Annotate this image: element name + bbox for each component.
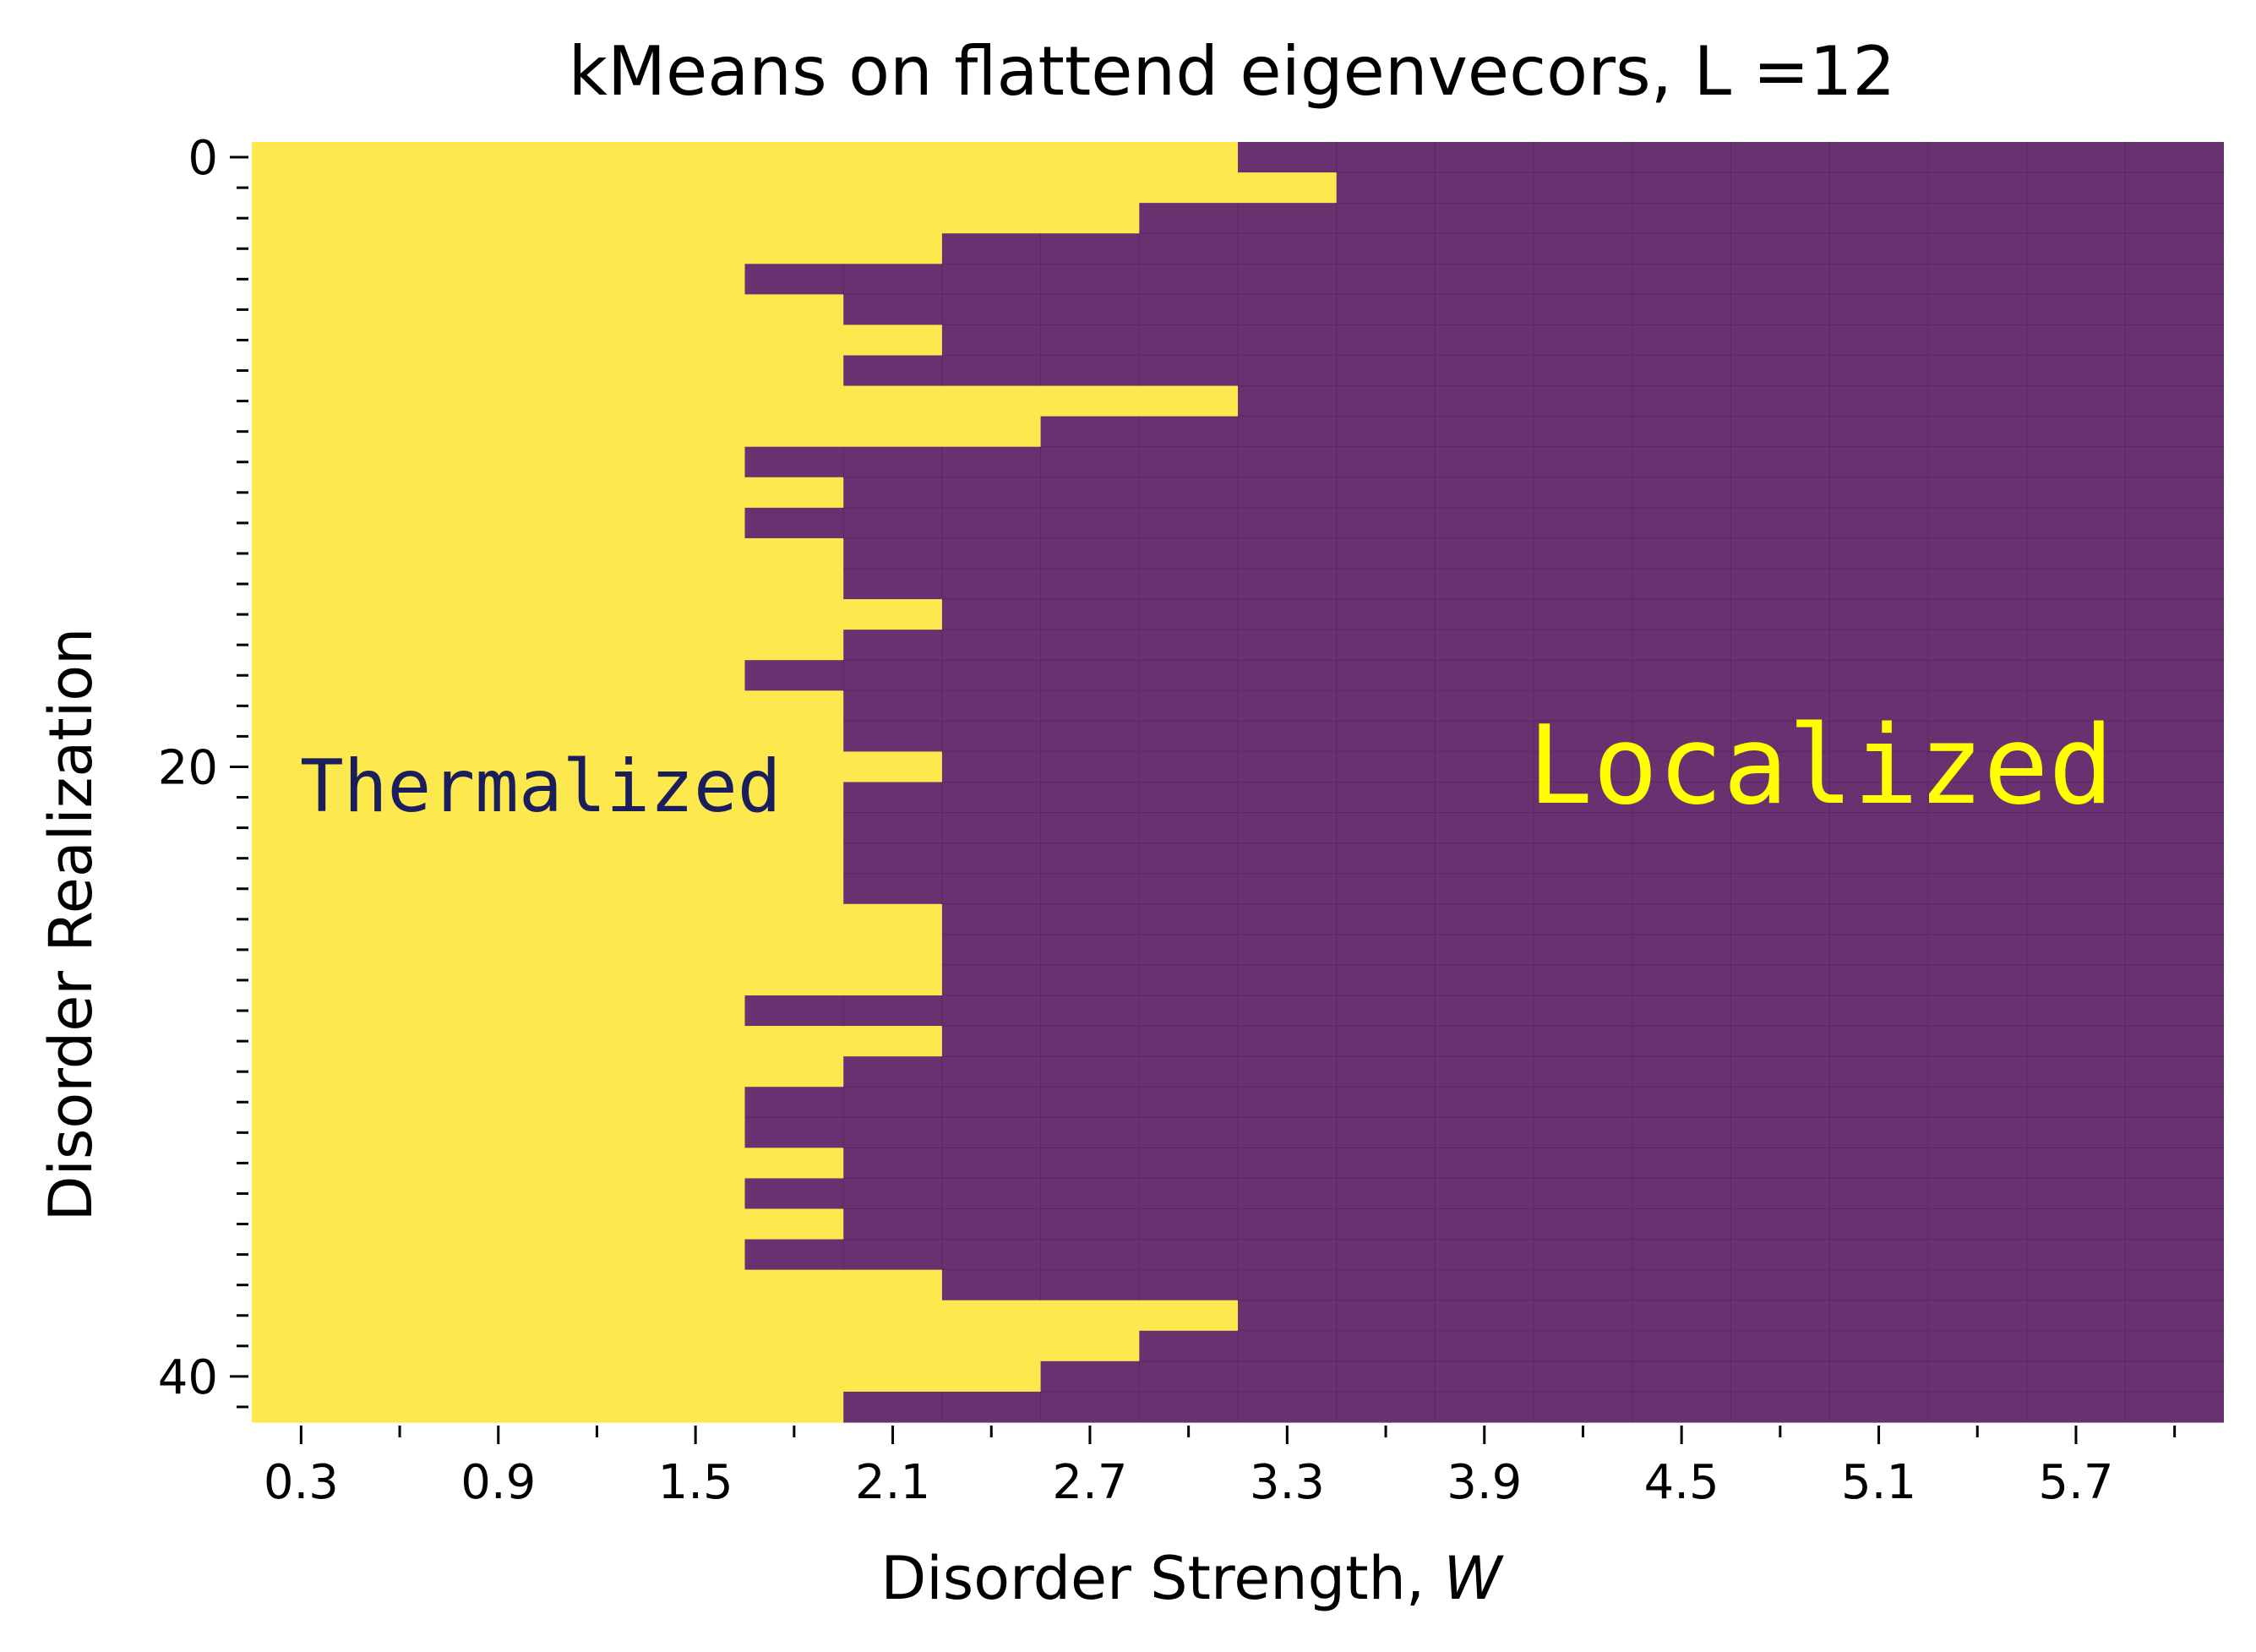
cell-row-12-thermalized	[252, 507, 745, 539]
cell-row-3-localized	[941, 233, 2224, 264]
cell-row-16-thermalized	[252, 630, 844, 661]
cell-row-36-thermalized	[252, 1239, 745, 1271]
cell-row-6-localized	[941, 324, 2224, 357]
cell-row-37-thermalized	[252, 1269, 942, 1301]
cell-row-33-thermalized	[252, 1148, 844, 1180]
x-tick-label: 4.5	[1644, 1455, 1719, 1510]
cell-row-6-thermalized	[252, 324, 942, 357]
x-axis-label: Disorder Strength, W	[880, 1544, 1504, 1613]
cell-row-1-thermalized	[252, 172, 1337, 204]
cell-row-4-thermalized	[252, 264, 745, 295]
cell-row-17-localized	[744, 660, 2224, 691]
y-tick-label: 40	[158, 1350, 218, 1405]
cell-row-41-thermalized	[252, 1391, 844, 1423]
annotation-localized: Localized	[1528, 703, 2114, 829]
x-tick-label: 5.7	[2038, 1455, 2113, 1510]
cell-row-25-localized	[941, 903, 2224, 935]
cell-row-34-localized	[744, 1178, 2224, 1210]
cell-row-2-thermalized	[252, 203, 1140, 234]
cell-row-36-localized	[744, 1239, 2224, 1271]
cell-row-31-localized	[744, 1087, 2224, 1118]
cell-row-32-thermalized	[252, 1117, 745, 1148]
x-axis: 0.3 0.9 1.5 2.1 2.7 3.3 3.9 4.5 5.1 5.7	[264, 1426, 2177, 1510]
x-tick-label: 1.5	[658, 1455, 733, 1510]
cell-row-4-localized	[744, 264, 2224, 295]
x-tick-label: 3.9	[1447, 1455, 1522, 1510]
cell-row-35-thermalized	[252, 1208, 844, 1240]
cell-row-10-localized	[744, 446, 2224, 478]
annotation-thermalized: Thermalized	[300, 744, 782, 829]
cell-row-15-localized	[941, 599, 2224, 630]
cell-row-12-localized	[744, 507, 2224, 539]
cell-row-26-localized	[941, 934, 2224, 966]
y-axis: 0 20 40	[158, 131, 248, 1409]
cell-row-5-thermalized	[252, 294, 844, 326]
cell-row-27-localized	[941, 964, 2224, 996]
cell-row-32-localized	[744, 1117, 2224, 1148]
cell-row-38-thermalized	[252, 1300, 1238, 1332]
x-tick-label: 2.1	[855, 1455, 930, 1510]
cell-row-25-thermalized	[252, 903, 942, 935]
cell-row-2-localized	[1139, 203, 2224, 234]
cell-row-26-thermalized	[252, 934, 942, 966]
cell-row-20-thermalized	[252, 751, 942, 783]
cell-row-14-thermalized	[252, 569, 844, 600]
x-tick-label: 0.3	[264, 1455, 339, 1510]
cell-row-39-thermalized	[252, 1330, 1140, 1362]
x-axis-label-text: Disorder Strength,	[880, 1544, 1443, 1613]
cell-row-37-localized	[941, 1269, 2224, 1301]
cell-gridlines	[744, 142, 2224, 1422]
x-tick-label: 3.3	[1250, 1455, 1325, 1510]
cell-row-3-thermalized	[252, 233, 942, 264]
cell-row-39-localized	[1139, 1330, 2224, 1362]
cell-row-19-thermalized	[252, 721, 844, 753]
cell-row-7-thermalized	[252, 355, 844, 387]
cell-row-10-thermalized	[252, 446, 745, 478]
cell-row-18-thermalized	[252, 690, 844, 722]
cell-row-21-thermalized	[252, 782, 844, 814]
cell-row-28-thermalized	[252, 995, 745, 1027]
cell-row-0-thermalized	[252, 142, 1238, 173]
x-tick-label: 0.9	[460, 1455, 536, 1510]
cell-row-40-thermalized	[252, 1360, 1041, 1393]
cell-row-8-thermalized	[252, 385, 1238, 417]
cell-row-22-thermalized	[252, 812, 844, 844]
y-tick-label: 20	[158, 740, 218, 795]
cell-row-23-thermalized	[252, 842, 844, 875]
y-axis-label: Disorder Realization	[36, 628, 106, 1222]
cell-row-24-thermalized	[252, 873, 844, 905]
cell-row-34-thermalized	[252, 1178, 745, 1210]
x-axis-label-symbol: W	[1443, 1544, 1504, 1613]
cell-row-28-localized	[744, 995, 2224, 1027]
cell-row-27-thermalized	[252, 964, 942, 996]
cell-row-11-thermalized	[252, 477, 844, 509]
x-tick-label: 5.1	[1841, 1455, 1916, 1510]
cell-row-9-thermalized	[252, 416, 1041, 448]
x-tick-label: 2.7	[1052, 1455, 1127, 1510]
cell-row-15-thermalized	[252, 599, 942, 630]
cell-row-31-thermalized	[252, 1087, 745, 1118]
cell-row-30-thermalized	[252, 1056, 844, 1088]
y-tick-label: 0	[188, 131, 218, 186]
chart-title: kMeans on flattend eigenvecors, L =12	[569, 32, 1896, 111]
cell-row-29-localized	[941, 1026, 2224, 1057]
cell-row-20-localized	[941, 751, 2224, 783]
cell-row-13-thermalized	[252, 537, 844, 570]
cell-row-1-localized	[1336, 172, 2224, 204]
cell-row-29-thermalized	[252, 1026, 942, 1057]
cell-row-17-thermalized	[252, 660, 745, 691]
